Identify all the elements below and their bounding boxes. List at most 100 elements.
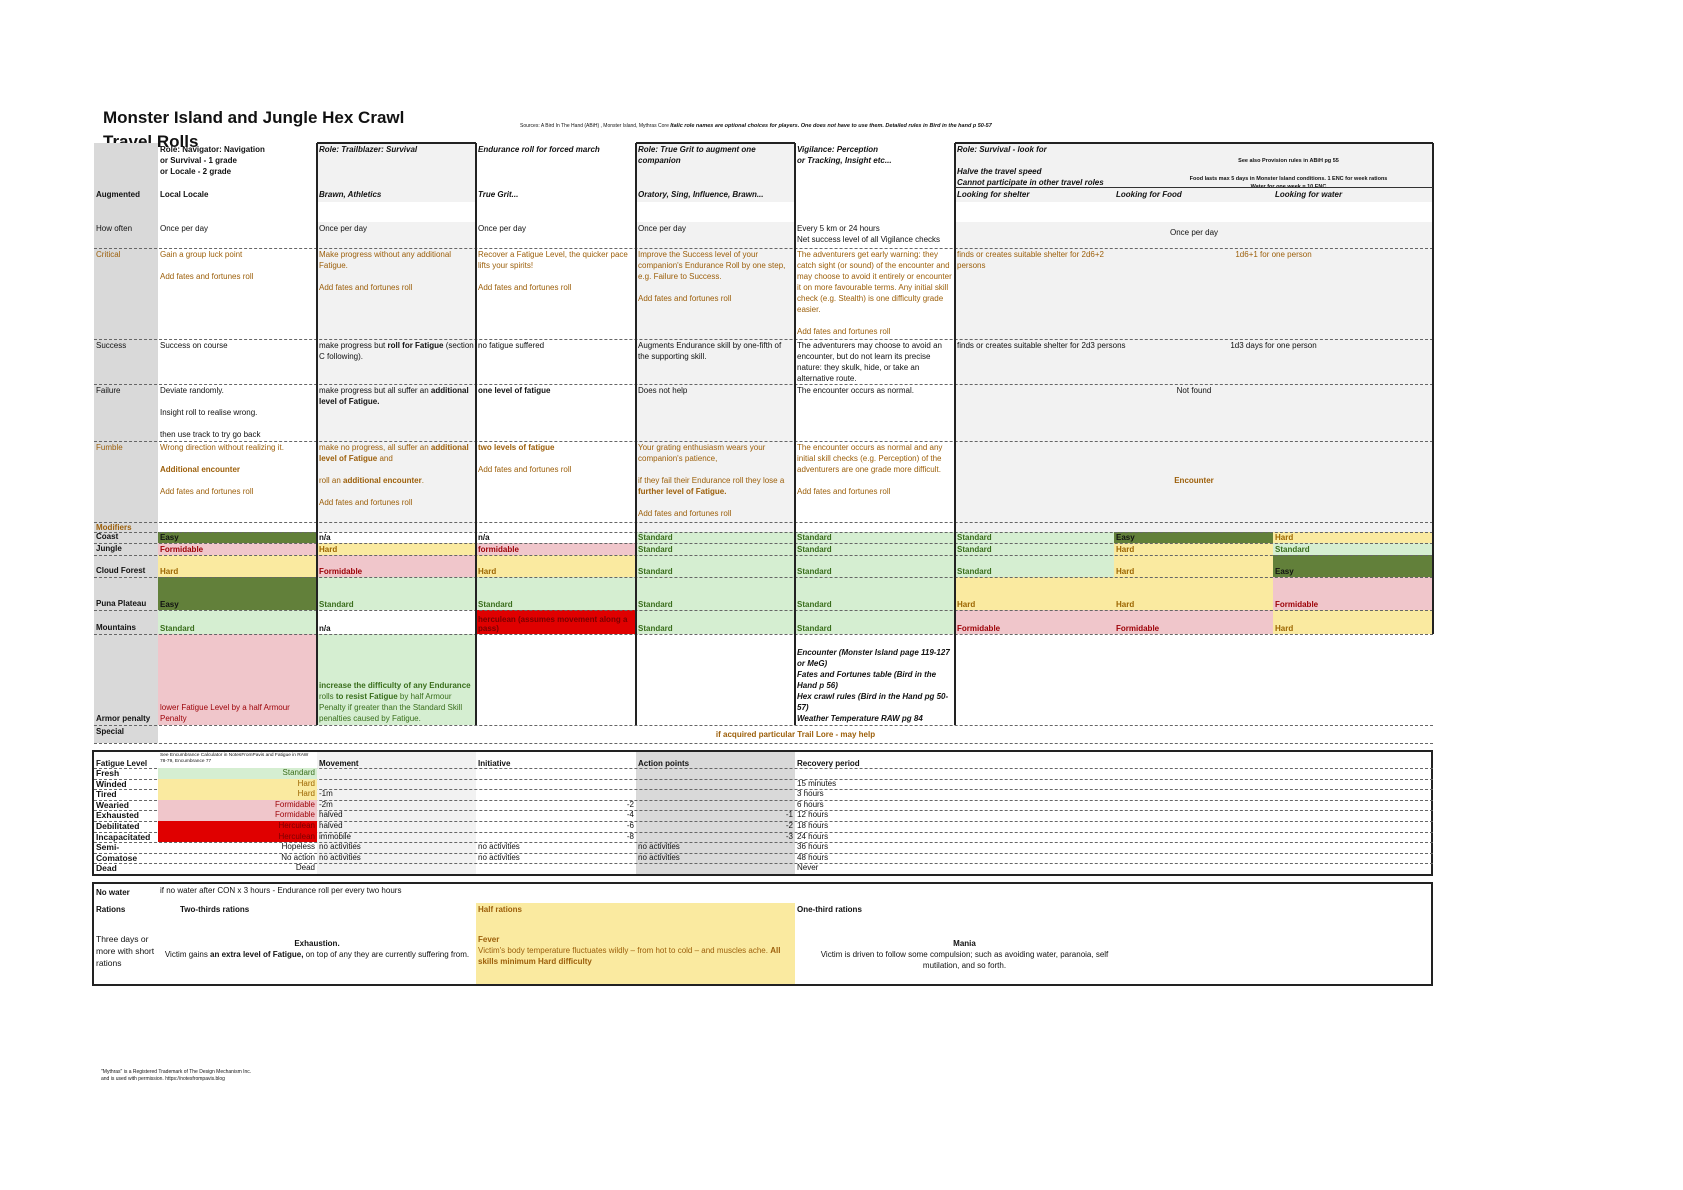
text-segment: Victim's body temperature fluctuates wil… — [478, 946, 771, 955]
shaded-column-bg — [955, 143, 1433, 202]
row-divider — [94, 743, 1433, 744]
terrain-label: Puna Plateau — [94, 577, 158, 610]
cell-text: Standard — [1275, 545, 1310, 554]
cell-text: Net success level of all Vigilance check… — [797, 235, 941, 244]
terrain-modifier-standard: Standard — [955, 555, 1114, 577]
mania-effect: Mania Victim is driven to follow some com… — [805, 937, 1124, 975]
fatigue-initiative: no activities — [476, 853, 636, 864]
fatigue-level: Comatose — [94, 853, 158, 864]
cell-text: Standard — [319, 600, 354, 609]
cell-text: Recovery period — [797, 759, 860, 768]
cell-text: The encounter occurs as normal and any i… — [797, 443, 943, 474]
terrain-modifier-standard: Standard — [795, 555, 955, 577]
cell-text: Movement — [319, 759, 359, 768]
rations-box-border — [92, 882, 1433, 986]
cell-text: Local Locale — [160, 190, 209, 199]
cell-text: no activities — [319, 842, 361, 852]
augmented-skill: Local Locale — [158, 188, 317, 202]
cell-text: no activities — [478, 852, 520, 862]
row-divider — [94, 810, 1433, 811]
fatigue-difficulty: Formidable — [158, 799, 317, 811]
column-header: Endurance roll for forced march — [476, 143, 636, 188]
terrain-modifier-standard: Standard — [158, 610, 317, 634]
rations-half-bg — [476, 903, 795, 985]
cell-text: Easy — [1275, 567, 1294, 576]
shaded-column-bg — [636, 222, 795, 532]
fumble-cell: Wrong direction without realizing it. Add… — [158, 441, 317, 522]
cell-text: Winded — [96, 778, 127, 789]
terrain-modifier-hard: Hard — [476, 555, 636, 577]
text-segment: to resist Fatigue — [335, 692, 398, 701]
two-thirds-title: Two-thirds rations — [178, 903, 476, 917]
cell-text: Augments Endurance skill by one-fifth of… — [638, 341, 782, 361]
fatigue-difficulty: Standard — [158, 768, 317, 779]
shaded-column-bg — [636, 143, 795, 202]
text-segment: All skills minimum Hard difficulty — [478, 946, 781, 966]
cell-text: make progress but all suffer an addition… — [319, 385, 474, 407]
cell-text: Rations — [96, 905, 126, 914]
cell-text: Not found — [1176, 386, 1212, 395]
fatigue-movement-col-bg — [317, 750, 476, 876]
fatigue-difficulty: Hard — [158, 789, 317, 800]
cell-text: Encounter — [1174, 476, 1214, 485]
text-segment: roll for Fatigue — [387, 341, 444, 350]
text-segment: two levels of fatigue — [478, 443, 555, 452]
rations-label: Rations — [94, 903, 158, 917]
cell-text: Formidable — [319, 567, 363, 576]
terrain-modifier-standard: Standard — [1273, 543, 1433, 555]
terrain-modifier-na: n/a — [317, 610, 476, 634]
column-border — [635, 143, 637, 725]
fatigue-recovery: 48 hours — [795, 853, 1433, 864]
row-divider — [94, 832, 1433, 833]
text-segment: additional encounter — [343, 476, 422, 485]
failure-cell: Deviate randomly. Insight roll to realise… — [158, 384, 317, 441]
how_often-cell: Once per day — [158, 222, 317, 248]
terrain-modifier-easy: Easy — [1273, 555, 1433, 577]
text-segment: Additional encounter — [160, 465, 240, 474]
cell-text: Add fates and fortunes roll — [638, 509, 732, 518]
cell-text: Hard — [319, 545, 338, 554]
fatigue-recovery — [795, 768, 1433, 779]
cell-text: or Locale - 2 grade — [160, 167, 232, 176]
text-segment: (section C following). — [319, 341, 474, 361]
cell-text: Standard — [957, 533, 992, 542]
fatigue-difficulty: Hard — [158, 778, 317, 790]
cell-text: lower Fatigue Level by a half Armour Pen… — [160, 703, 290, 723]
terrain-modifier-herculean: herculean (assumes movement along a pass… — [476, 610, 636, 634]
how_often-survival: Once per day — [955, 222, 1433, 248]
cell-text: if no water after CON x 3 hours - Endura… — [160, 886, 402, 895]
terrain-modifier-standard: Standard — [955, 532, 1114, 543]
cell-text: Standard — [797, 545, 832, 554]
column-header: Role: Navigator: Navigation or Survival -… — [158, 143, 317, 188]
fatigue-initiative: -4 — [476, 810, 636, 821]
cell-text: Role: Navigator: Navigation — [160, 145, 265, 154]
terrain-modifier-na: n/a — [476, 532, 636, 543]
cell-text: One-third rations — [797, 905, 862, 914]
fatigue-movement: -1m — [317, 789, 476, 800]
cell-text: no activities — [478, 842, 520, 852]
no-water-label: No water — [94, 886, 158, 900]
cell-text: Standard — [638, 624, 673, 633]
text-segment: additional level of Fatigue. — [319, 386, 469, 406]
page-title: Monster Island and Jungle Hex Crawl — [103, 108, 405, 127]
cell-text: See Encumbrance Calculator in NotesFromP… — [160, 753, 309, 764]
cell-text: Make progress without any additional Fat… — [319, 250, 452, 270]
cell-text: Hard — [160, 567, 179, 576]
cell-text: n/a — [319, 624, 331, 633]
row-label-fumble: Fumble — [94, 441, 158, 522]
terrain-modifier-standard: Standard — [636, 532, 795, 543]
cell-text: Formidable — [274, 799, 315, 809]
fatigue-level: Tired — [94, 789, 158, 800]
cell-text: 3 hours — [797, 789, 824, 799]
cell-text: -2m — [319, 799, 333, 809]
cell-text: Role: True Grit to augment one companion — [638, 145, 756, 165]
cell-text: Cloud Forest — [96, 566, 146, 575]
success-food-water: 1d3 days for one person — [1114, 339, 1433, 384]
special-note: if acquired particular Trail Lore - may … — [158, 725, 1433, 743]
exhaustion-effect: Exhaustion. Victim gains an extra level o… — [158, 937, 476, 975]
footer: "Mythras" is a Registered Trademark of T… — [101, 1069, 251, 1083]
fatigue-level: Incapacitated — [94, 832, 158, 843]
terrain-modifier-formidable: Formidable — [317, 555, 476, 577]
cell-text: Fatigue Level — [96, 759, 148, 768]
provision-note: Food lasts max 5 days in Monster Island … — [1189, 176, 1388, 182]
